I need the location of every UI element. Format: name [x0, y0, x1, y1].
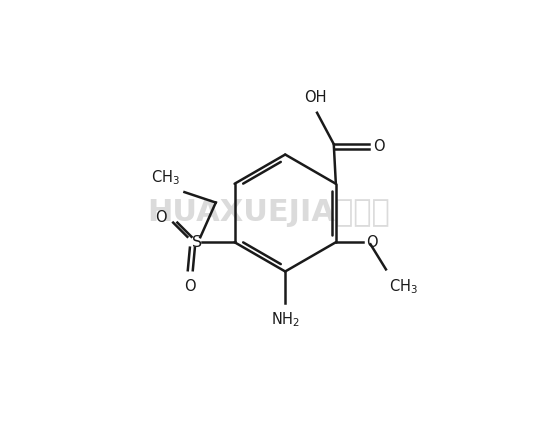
Text: HUAXUEJIA化学加: HUAXUEJIA化学加: [147, 199, 390, 227]
Text: O: O: [366, 235, 378, 250]
Text: O: O: [373, 139, 385, 154]
Text: OH: OH: [304, 90, 326, 105]
Text: O: O: [155, 210, 166, 225]
Text: CH$_3$: CH$_3$: [151, 168, 180, 187]
Text: S: S: [192, 235, 202, 250]
Text: O: O: [185, 279, 196, 294]
Text: NH$_2$: NH$_2$: [271, 310, 300, 329]
Text: CH$_3$: CH$_3$: [389, 277, 418, 296]
